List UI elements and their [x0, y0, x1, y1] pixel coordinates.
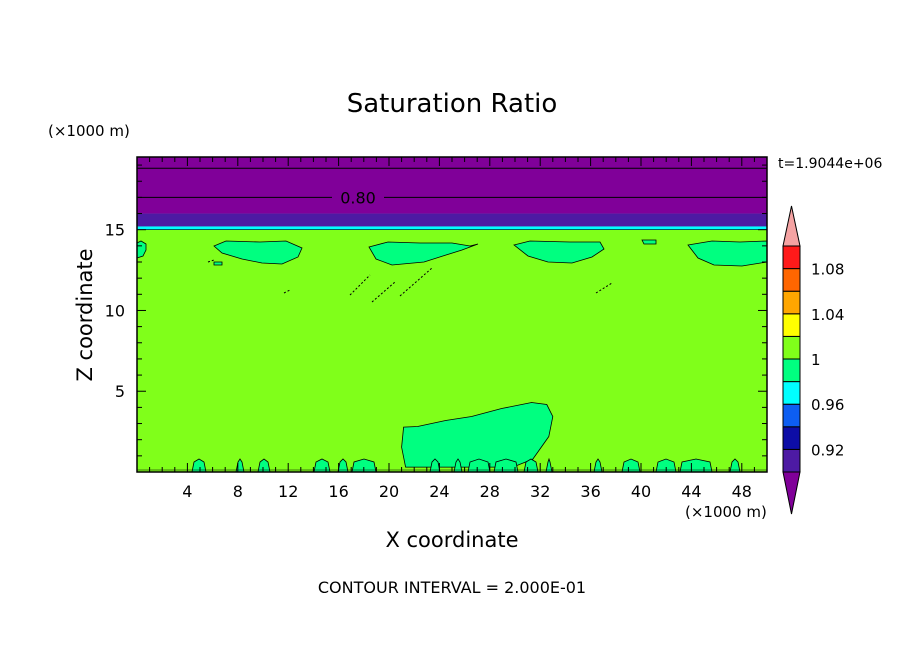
colorbar: 0.92 0.96 1 1.04 1.08	[782, 205, 844, 515]
y-axis-title: Z coordinate	[73, 248, 97, 381]
x-tick-label: 44	[681, 482, 701, 501]
colorbar-swatch	[782, 426, 801, 450]
field-layer-0	[137, 157, 767, 214]
field-layer-2	[137, 226, 767, 230]
contour-fragment-4	[207, 259, 215, 263]
contour-fragment-0	[349, 274, 371, 296]
saturation-patch-3	[513, 240, 605, 264]
contour-fragment-2	[399, 267, 433, 297]
chart-title: Saturation Ratio	[347, 89, 558, 119]
contour-fragment-5	[283, 289, 291, 294]
x-tick-label: 20	[379, 482, 399, 501]
x-tick-label: 16	[328, 482, 348, 501]
saturation-patch-6	[213, 261, 223, 266]
y-axis-ticks: 5 10 15	[105, 164, 767, 457]
colorbar-swatch	[782, 335, 801, 360]
contour-label: 0.80	[340, 188, 376, 207]
time-label: t=1.9044e+06	[778, 156, 882, 172]
colorbar-top-arrow	[782, 205, 801, 247]
saturation-patch-1	[213, 240, 303, 265]
x-axis-title: X coordinate	[385, 528, 518, 552]
colorbar-label: 0.92	[811, 441, 844, 459]
contour-fragment-1	[371, 281, 396, 303]
colorbar-swatch	[782, 403, 801, 428]
x-tick-label: 36	[580, 482, 600, 501]
contour-interval-note: CONTOUR INTERVAL = 2.000E-01	[318, 578, 586, 597]
colorbar-swatch	[782, 313, 801, 337]
colorbar-label: 1.04	[811, 306, 844, 324]
x-tick-label: 24	[429, 482, 449, 501]
x-tick-label: 32	[530, 482, 550, 501]
field-layer-1	[137, 213, 767, 227]
colorbar-swatch	[782, 268, 801, 292]
x-tick-label: 48	[732, 482, 752, 501]
colorbar-swatch	[782, 358, 801, 383]
x-tick-label: 4	[182, 482, 192, 501]
x-axis-ticks: 4 8 12 16 20 24 28 32 36 40 44 48	[149, 157, 755, 501]
colorbar-label: 1.08	[811, 261, 844, 279]
colorbar-bottom-arrow	[782, 471, 801, 515]
y-unit-label: (×1000 m)	[48, 122, 130, 140]
colorbar-label: 1	[811, 351, 821, 369]
colorbar-swatch	[782, 290, 801, 315]
colorbar-swatch	[782, 448, 801, 473]
x-unit-label: (×1000 m)	[685, 503, 767, 521]
y-tick-label: 15	[105, 221, 125, 240]
saturation-patch-5	[641, 239, 657, 245]
x-tick-label: 40	[631, 482, 651, 501]
x-tick-label: 8	[233, 482, 243, 501]
plot-area: 0.80	[136, 156, 768, 473]
colorbar-swatch	[782, 245, 801, 270]
x-tick-label: 28	[480, 482, 500, 501]
saturation-patch-2	[368, 241, 479, 266]
y-tick-label: 10	[105, 301, 125, 320]
colorbar-swatch	[782, 381, 801, 405]
y-tick-label: 5	[115, 382, 125, 401]
contour-fragment-3	[595, 282, 613, 294]
colorbar-label: 0.96	[811, 396, 844, 414]
x-tick-label: 12	[278, 482, 298, 501]
saturation-blob	[401, 402, 554, 468]
